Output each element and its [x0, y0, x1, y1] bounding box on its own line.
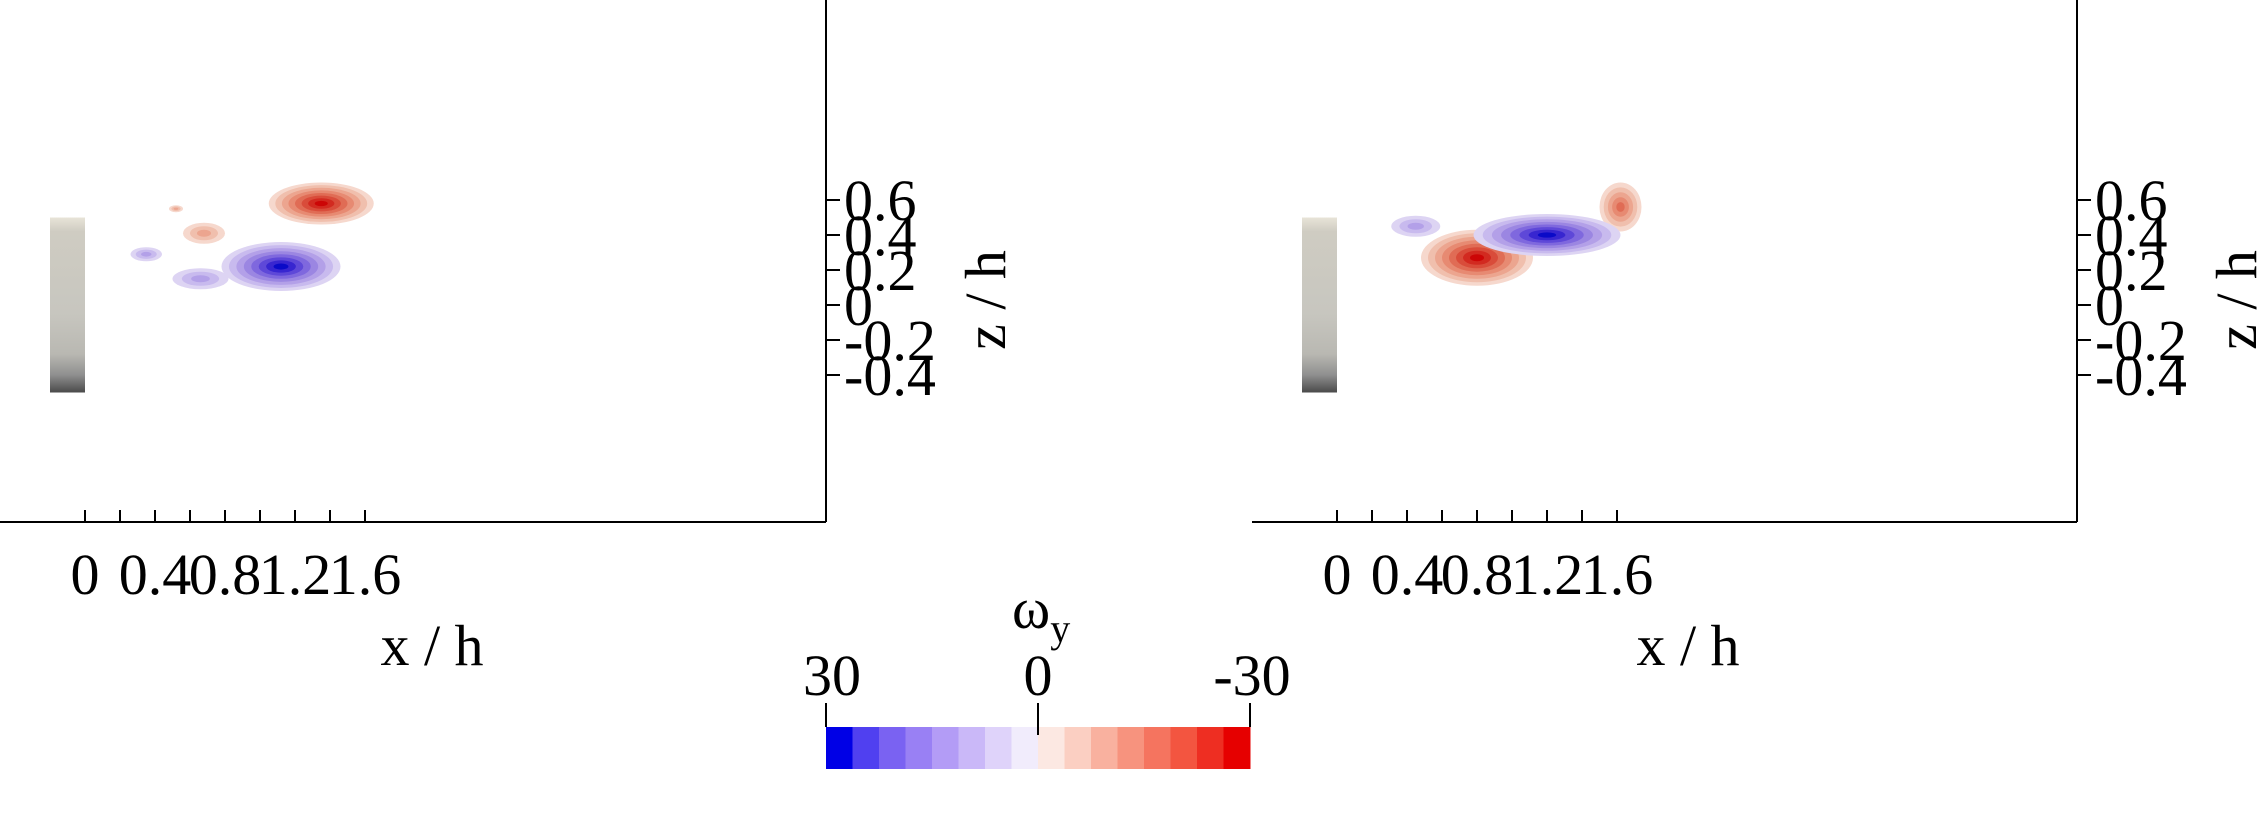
colorbar-swatch: [1197, 727, 1224, 769]
panel-right: 0 0.40.81.21.60.60.40.20-0.2-0.4 x / h z …: [1252, 0, 2268, 678]
y-tick-label: 0.2: [2095, 238, 2168, 303]
x-tick-label: 0: [71, 542, 100, 607]
vorticity-region-positive: [172, 268, 229, 290]
colorbar-swatch: [1223, 727, 1251, 769]
colorbar-swatch: [1091, 727, 1118, 769]
x-axis-title: x / h: [380, 613, 483, 678]
colorbar-label-left: 30: [803, 643, 861, 708]
colorbar-swatch: [879, 727, 906, 769]
y-tick-label: 0: [844, 273, 873, 338]
panel-left-ticks: 0 0.40.81.21.60.60.40.20-0.2-0.4: [71, 168, 936, 607]
colorbar: ωy 30 0 -30: [803, 576, 1291, 769]
y-tick-label: -0.2: [2095, 308, 2187, 373]
vorticity-region-positive: [1391, 215, 1441, 237]
vorticity-region-positive: [221, 242, 341, 291]
contour-level: [141, 251, 152, 257]
x-axis-title: x / h: [1636, 613, 1739, 678]
y-tick-label: 0.6: [2095, 168, 2168, 233]
x-tick-label: 0.4: [119, 542, 192, 607]
panel-right-axes: [1252, 0, 2078, 523]
y-axis-title: z / h: [953, 250, 1018, 350]
panel-right-field: [1302, 182, 1642, 393]
y-tick-label: 0.2: [844, 238, 917, 303]
colorbar-swatch: [1117, 727, 1145, 769]
colorbar-title-symbol: ω: [1012, 576, 1050, 641]
y-tick-label: 0: [2095, 273, 2124, 338]
panel-right-ticks: 0 0.40.81.21.60.60.40.20-0.2-0.4: [1323, 168, 2187, 607]
x-tick-label: 0.4: [1371, 542, 1444, 607]
x-tick-label: 1.2: [1511, 542, 1584, 607]
vorticity-region-negative: [1599, 182, 1642, 232]
colorbar-title-subscript: y: [1050, 606, 1070, 651]
colorbar-swatch: [958, 727, 986, 769]
contour-level: [314, 200, 328, 207]
colorbar-swatch: [852, 727, 880, 769]
contour-level: [1470, 254, 1484, 262]
vorticity-region-negative: [183, 222, 225, 244]
colorbar-title: ωy: [1012, 576, 1070, 651]
obstacle: [50, 217, 85, 393]
obstacle: [1302, 217, 1337, 393]
x-tick-label: 1.2: [259, 542, 332, 607]
y-tick-label: 0.6: [844, 168, 917, 233]
contour-level: [273, 263, 289, 270]
contour-level: [197, 229, 211, 237]
colorbar-swatch: [905, 727, 933, 769]
colorbar-swatch: [985, 727, 1012, 769]
contour-level: [1537, 232, 1557, 238]
vorticity-region-positive: [1473, 214, 1621, 256]
colorbar-label-center: 0: [1024, 643, 1053, 708]
colorbar-label-right: -30: [1213, 643, 1290, 708]
y-tick-label: -0.2: [844, 308, 936, 373]
panel-left-axes: [0, 0, 827, 523]
y-axis-title: z / h: [2204, 250, 2268, 350]
colorbar-swatch: [1011, 727, 1039, 769]
vorticity-region-positive: [130, 247, 162, 262]
contour-level: [1407, 222, 1424, 230]
colorbar-swatches: [826, 727, 1251, 769]
contour-level: [191, 275, 210, 283]
panel-left-field: [50, 182, 374, 393]
y-tick-label: -0.4: [2095, 343, 2187, 408]
vorticity-region-negative: [169, 205, 183, 213]
x-tick-label: 1.6: [329, 542, 402, 607]
x-tick-label: 1.6: [1581, 542, 1654, 607]
colorbar-swatch: [826, 727, 853, 769]
y-tick-label: -0.4: [844, 343, 936, 408]
x-tick-label: 0: [1323, 542, 1352, 607]
y-tick-label: 0.4: [844, 203, 917, 268]
contour-level: [1616, 202, 1625, 212]
colorbar-swatch: [1144, 727, 1171, 769]
colorbar-swatch: [1064, 727, 1092, 769]
x-tick-label: 0.8: [189, 542, 262, 607]
panel-left: 0 0.40.81.21.60.60.40.20-0.2-0.4 x / h z …: [0, 0, 1018, 678]
y-tick-label: 0.4: [2095, 203, 2168, 268]
colorbar-swatch: [932, 727, 959, 769]
x-tick-label: 0.8: [1441, 542, 1514, 607]
vorticity-region-negative: [268, 182, 374, 225]
contour-level: [173, 207, 179, 210]
colorbar-swatch: [1170, 727, 1198, 769]
colorbar-swatch: [1038, 727, 1065, 769]
